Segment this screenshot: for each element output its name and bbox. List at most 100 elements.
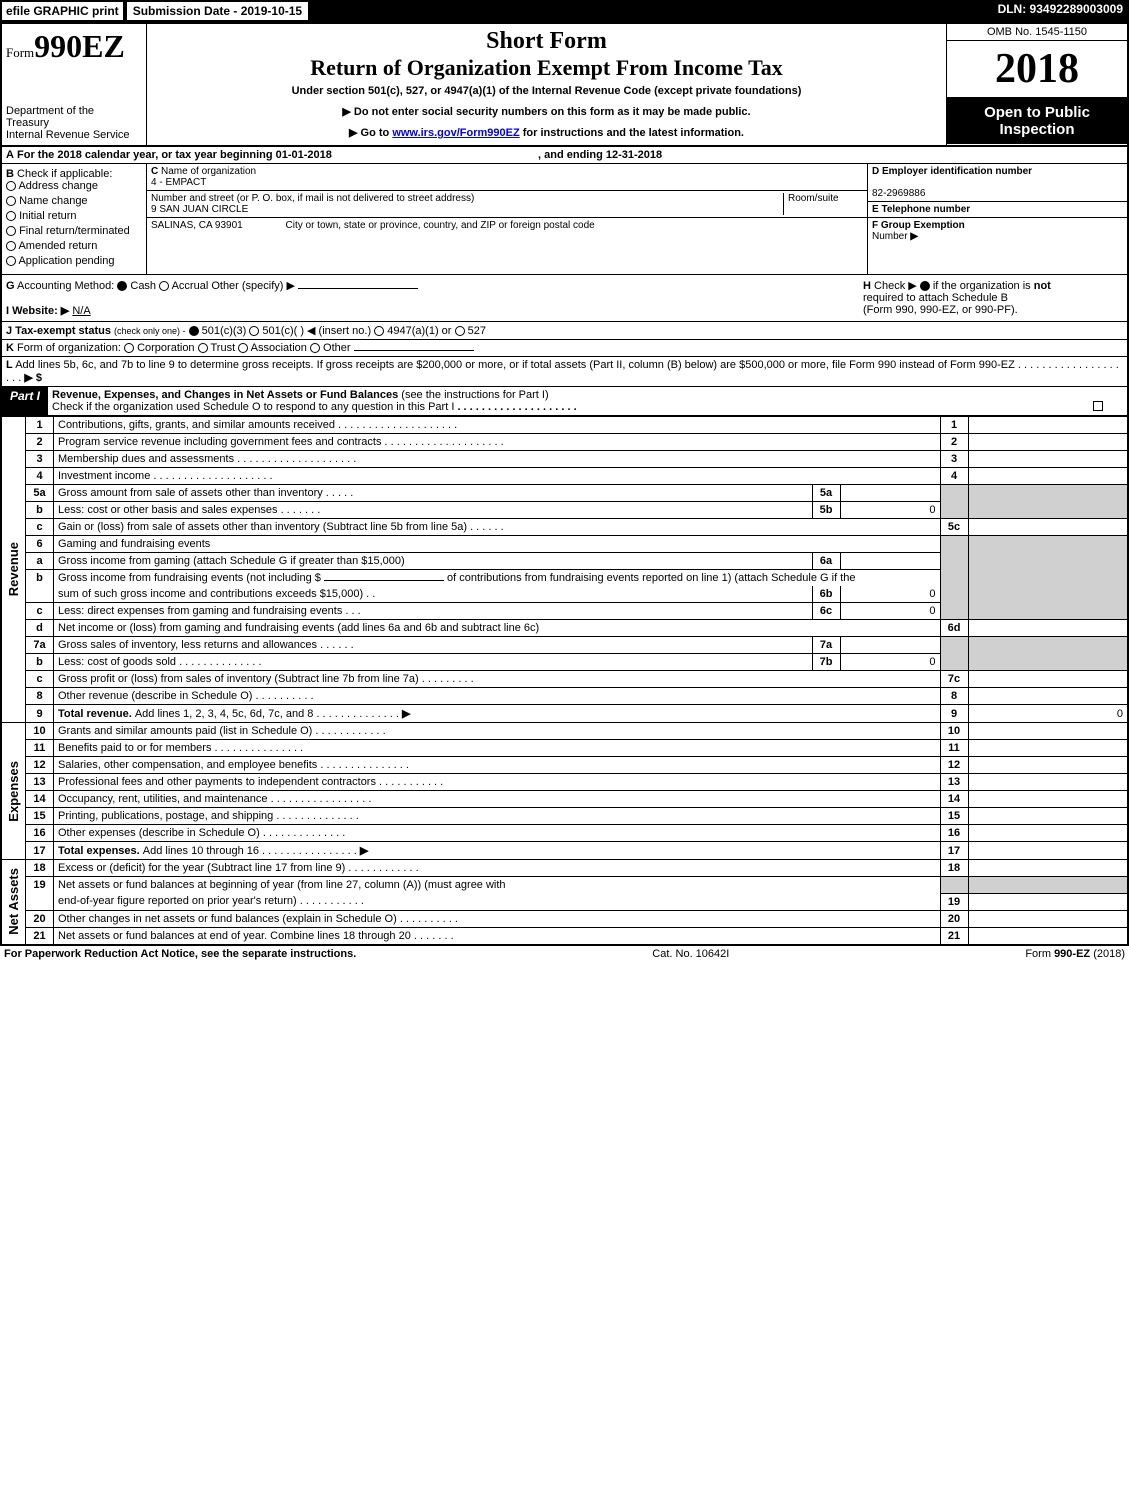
line-num: c: [26, 671, 54, 688]
footer-right-post: (2018): [1090, 948, 1125, 960]
line-6d: d Net income or (loss) from gaming and f…: [1, 620, 1128, 637]
submission-date-label: Submission Date - 2019-10-15: [125, 0, 310, 22]
l-arrow: ▶ $: [24, 372, 42, 384]
radio-icon[interactable]: [455, 326, 465, 336]
line-desc: Gaming and fundraising events: [58, 538, 210, 550]
dept-line1: Department of the: [6, 105, 142, 117]
radio-icon[interactable]: [249, 326, 259, 336]
radio-icon[interactable]: [238, 343, 248, 353]
line-desc: Professional fees and other payments to …: [58, 776, 376, 788]
label-a: A: [6, 149, 14, 161]
radio-icon[interactable]: [198, 343, 208, 353]
line-desc: Gross sales of inventory, less returns a…: [58, 639, 317, 651]
radio-icon[interactable]: [189, 326, 199, 336]
line-num: 6: [26, 536, 54, 553]
radio-icon[interactable]: [374, 326, 384, 336]
accounting-method-label: Accounting Method:: [17, 280, 114, 292]
k-other-input[interactable]: [354, 350, 474, 351]
ein-box: D Employer identification number 82-2969…: [868, 164, 1127, 202]
radio-icon[interactable]: [124, 343, 134, 353]
ein-value: 82-2969886: [872, 188, 925, 199]
open-public-1: Open to Public: [953, 104, 1121, 121]
line-desc: Add lines 10 through 16: [143, 845, 259, 857]
irs-link[interactable]: www.irs.gov/Form990EZ: [392, 127, 519, 139]
line-18: Net Assets 18 Excess or (deficit) for th…: [1, 860, 1128, 877]
line-num: 18: [26, 860, 54, 877]
initial-return-option[interactable]: Initial return: [6, 210, 142, 222]
org-name-box: C Name of organization 4 - EMPACT: [147, 164, 867, 191]
expenses-side-label: Expenses: [6, 761, 21, 822]
line-desc: Less: cost or other basis and sales expe…: [58, 504, 278, 516]
line-2: 2 Program service revenue including gove…: [1, 434, 1128, 451]
h-text1: if the organization is: [933, 280, 1034, 292]
row-a-mid: , and ending: [538, 149, 606, 161]
l-text: Add lines 5b, 6c, and 7b to line 9 to de…: [15, 359, 1015, 371]
shaded-cell: [940, 877, 968, 894]
sub-num: 5a: [812, 485, 840, 502]
line-rnum: 14: [940, 791, 968, 808]
line-desc: Contributions, gifts, grants, and simila…: [58, 419, 335, 431]
cash-label: Cash: [130, 280, 156, 292]
footer-center: Cat. No. 10642I: [652, 948, 729, 960]
initial-label: Initial return: [19, 210, 76, 222]
final-return-option[interactable]: Final return/terminated: [6, 225, 142, 237]
line-desc: Net assets or fund balances at end of ye…: [58, 930, 411, 942]
row-a-pre: For the 2018 calendar year, or tax year …: [17, 149, 276, 161]
group-ex-label: F Group Exemption: [872, 220, 965, 231]
street-label: Number and street (or P. O. box, if mail…: [151, 193, 474, 204]
app-pending-label: Application pending: [18, 255, 114, 267]
line-desc: Net assets or fund balances at beginning…: [58, 879, 506, 891]
open-public-2: Inspection: [953, 121, 1121, 138]
line-val: [968, 927, 1128, 945]
radio-icon: [6, 211, 16, 221]
addr-change-option[interactable]: Address change: [6, 180, 142, 192]
label-g: G: [6, 280, 15, 292]
efile-print-button[interactable]: efile GRAPHIC print: [0, 0, 125, 22]
line-desc: Gross income from fundraising events (no…: [58, 572, 324, 584]
line-num: a: [26, 553, 54, 570]
sub-val: 0: [840, 502, 940, 519]
radio-icon[interactable]: [117, 281, 127, 291]
radio-icon[interactable]: [159, 281, 169, 291]
part-1-title: Revenue, Expenses, and Changes in Net As…: [48, 387, 1127, 415]
website-label: I Website: ▶: [6, 305, 69, 317]
line-rnum: 4: [940, 468, 968, 485]
line-rnum: 19: [940, 893, 968, 910]
line-num: [26, 893, 54, 910]
line-rnum: 13: [940, 774, 968, 791]
row-k: K Form of organization: Corporation Trus…: [0, 340, 1129, 357]
omb-number: OMB No. 1545-1150: [947, 24, 1127, 41]
room-label: Room/suite: [788, 193, 839, 204]
j-opt1: 501(c)(3): [202, 325, 247, 337]
ein-label: D Employer identification number: [872, 166, 1032, 177]
h-text3: (Form 990, 990-EZ, or 990-PF).: [863, 304, 1018, 316]
sub-num: 5b: [812, 502, 840, 519]
app-pending-option[interactable]: Application pending: [6, 255, 142, 267]
part-1-header: Part I Revenue, Expenses, and Changes in…: [0, 386, 1129, 417]
line-6: 6 Gaming and fundraising events: [1, 536, 1128, 553]
amended-return-option[interactable]: Amended return: [6, 240, 142, 252]
amended-label: Amended return: [18, 240, 97, 252]
addr-change-label: Address change: [18, 180, 98, 192]
form-page: efile GRAPHIC print Submission Date - 20…: [0, 0, 1129, 962]
checkbox-icon[interactable]: [1093, 401, 1103, 411]
line-rnum: 16: [940, 825, 968, 842]
dept-line2: Treasury: [6, 117, 142, 129]
arrow2-post: for instructions and the latest informat…: [520, 127, 744, 139]
k-corp: Corporation: [137, 342, 194, 354]
fundraising-amount-input[interactable]: [324, 580, 444, 581]
line-val: [968, 808, 1128, 825]
line-num: 14: [26, 791, 54, 808]
radio-icon[interactable]: [920, 281, 930, 291]
line-rnum: 3: [940, 451, 968, 468]
line-11: 11 Benefits paid to or for members . . .…: [1, 740, 1128, 757]
line-num: 8: [26, 688, 54, 705]
radio-icon[interactable]: [310, 343, 320, 353]
line-rnum: 10: [940, 723, 968, 740]
label-k: K: [6, 342, 14, 354]
name-change-option[interactable]: Name change: [6, 195, 142, 207]
other-specify-input[interactable]: [298, 288, 418, 289]
col-c: C Name of organization 4 - EMPACT Number…: [147, 164, 867, 274]
footer-row: For Paperwork Reduction Act Notice, see …: [0, 946, 1129, 962]
line-19-2: end-of-year figure reported on prior yea…: [1, 893, 1128, 910]
